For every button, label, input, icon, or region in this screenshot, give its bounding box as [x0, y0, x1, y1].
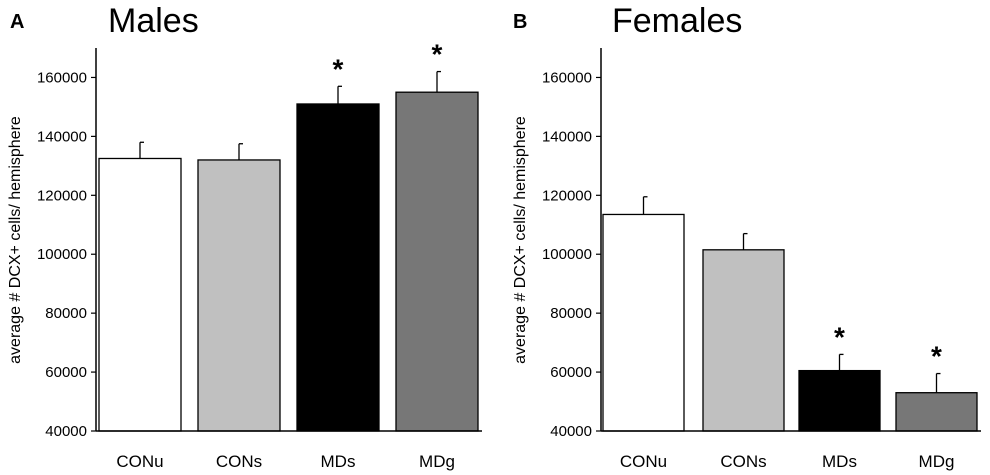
- x-tick-label-females-conu: CONu: [620, 452, 667, 471]
- bar-females-conu: [602, 213, 685, 432]
- plot-area-males: CONu CONs * MDs * MDg 40000 60000 80000 100000 120…: [37, 39, 482, 471]
- bar-females-cons: [702, 249, 785, 432]
- y-tick-label-females-100000: 100000: [542, 246, 592, 263]
- y-tick-label-males-80000: 80000: [45, 305, 87, 322]
- x-tick-label-males-conu: CONu: [116, 452, 163, 471]
- bar-males-cons: [197, 159, 281, 432]
- x-tick-label-females-mdg: MDg: [919, 452, 955, 471]
- plot-area-females: CONu CONs * MDs * MDg 40000 60000 80000 100000 120…: [542, 48, 981, 471]
- y-tick-label-males-40000: 40000: [45, 423, 87, 440]
- x-tick-label-females-mds: MDs: [822, 452, 857, 471]
- y-tick-label-females-80000: 80000: [550, 305, 592, 322]
- y-axis-label-males: average # DCX+ cells/ hemisphere: [7, 116, 24, 364]
- bar-males-conu: [98, 157, 182, 432]
- bar-females-mdg: [895, 392, 978, 432]
- y-tick-label-males-160000: 160000: [37, 69, 87, 86]
- bar-males-mds: [296, 103, 380, 432]
- significance-marker-males-mds: *: [333, 53, 344, 84]
- panel-letter-a: A: [10, 11, 24, 33]
- y-tick-label-females-40000: 40000: [550, 423, 592, 440]
- panel-title-females: Females: [612, 2, 742, 40]
- bar-males-mdg: [395, 91, 479, 432]
- significance-marker-females-mdg: *: [931, 341, 942, 372]
- bar-females-mds: [798, 369, 881, 432]
- panel-title-males: Males: [108, 2, 199, 40]
- significance-marker-males-mdg: *: [432, 39, 443, 70]
- panel-males: A Males average # DCX+ cells/ hemisphere…: [7, 2, 482, 471]
- x-tick-label-males-mdg: MDg: [419, 452, 455, 471]
- y-tick-label-males-100000: 100000: [37, 246, 87, 263]
- y-tick-label-males-140000: 140000: [37, 128, 87, 145]
- panel-females: B Females average # DCX+ cells/ hemisphe…: [512, 2, 981, 471]
- y-tick-label-males-120000: 120000: [37, 187, 87, 204]
- x-tick-label-females-cons: CONs: [720, 452, 766, 471]
- y-tick-label-males-60000: 60000: [45, 364, 87, 381]
- y-tick-label-females-160000: 160000: [542, 69, 592, 86]
- x-tick-label-males-mds: MDs: [321, 452, 356, 471]
- y-tick-label-females-140000: 140000: [542, 128, 592, 145]
- x-tick-label-males-cons: CONs: [216, 452, 262, 471]
- y-axis-label-females: average # DCX+ cells/ hemisphere: [512, 116, 529, 364]
- panel-letter-b: B: [513, 11, 527, 33]
- y-tick-label-females-60000: 60000: [550, 364, 592, 381]
- significance-marker-females-mds: *: [834, 321, 845, 352]
- y-tick-label-females-120000: 120000: [542, 187, 592, 204]
